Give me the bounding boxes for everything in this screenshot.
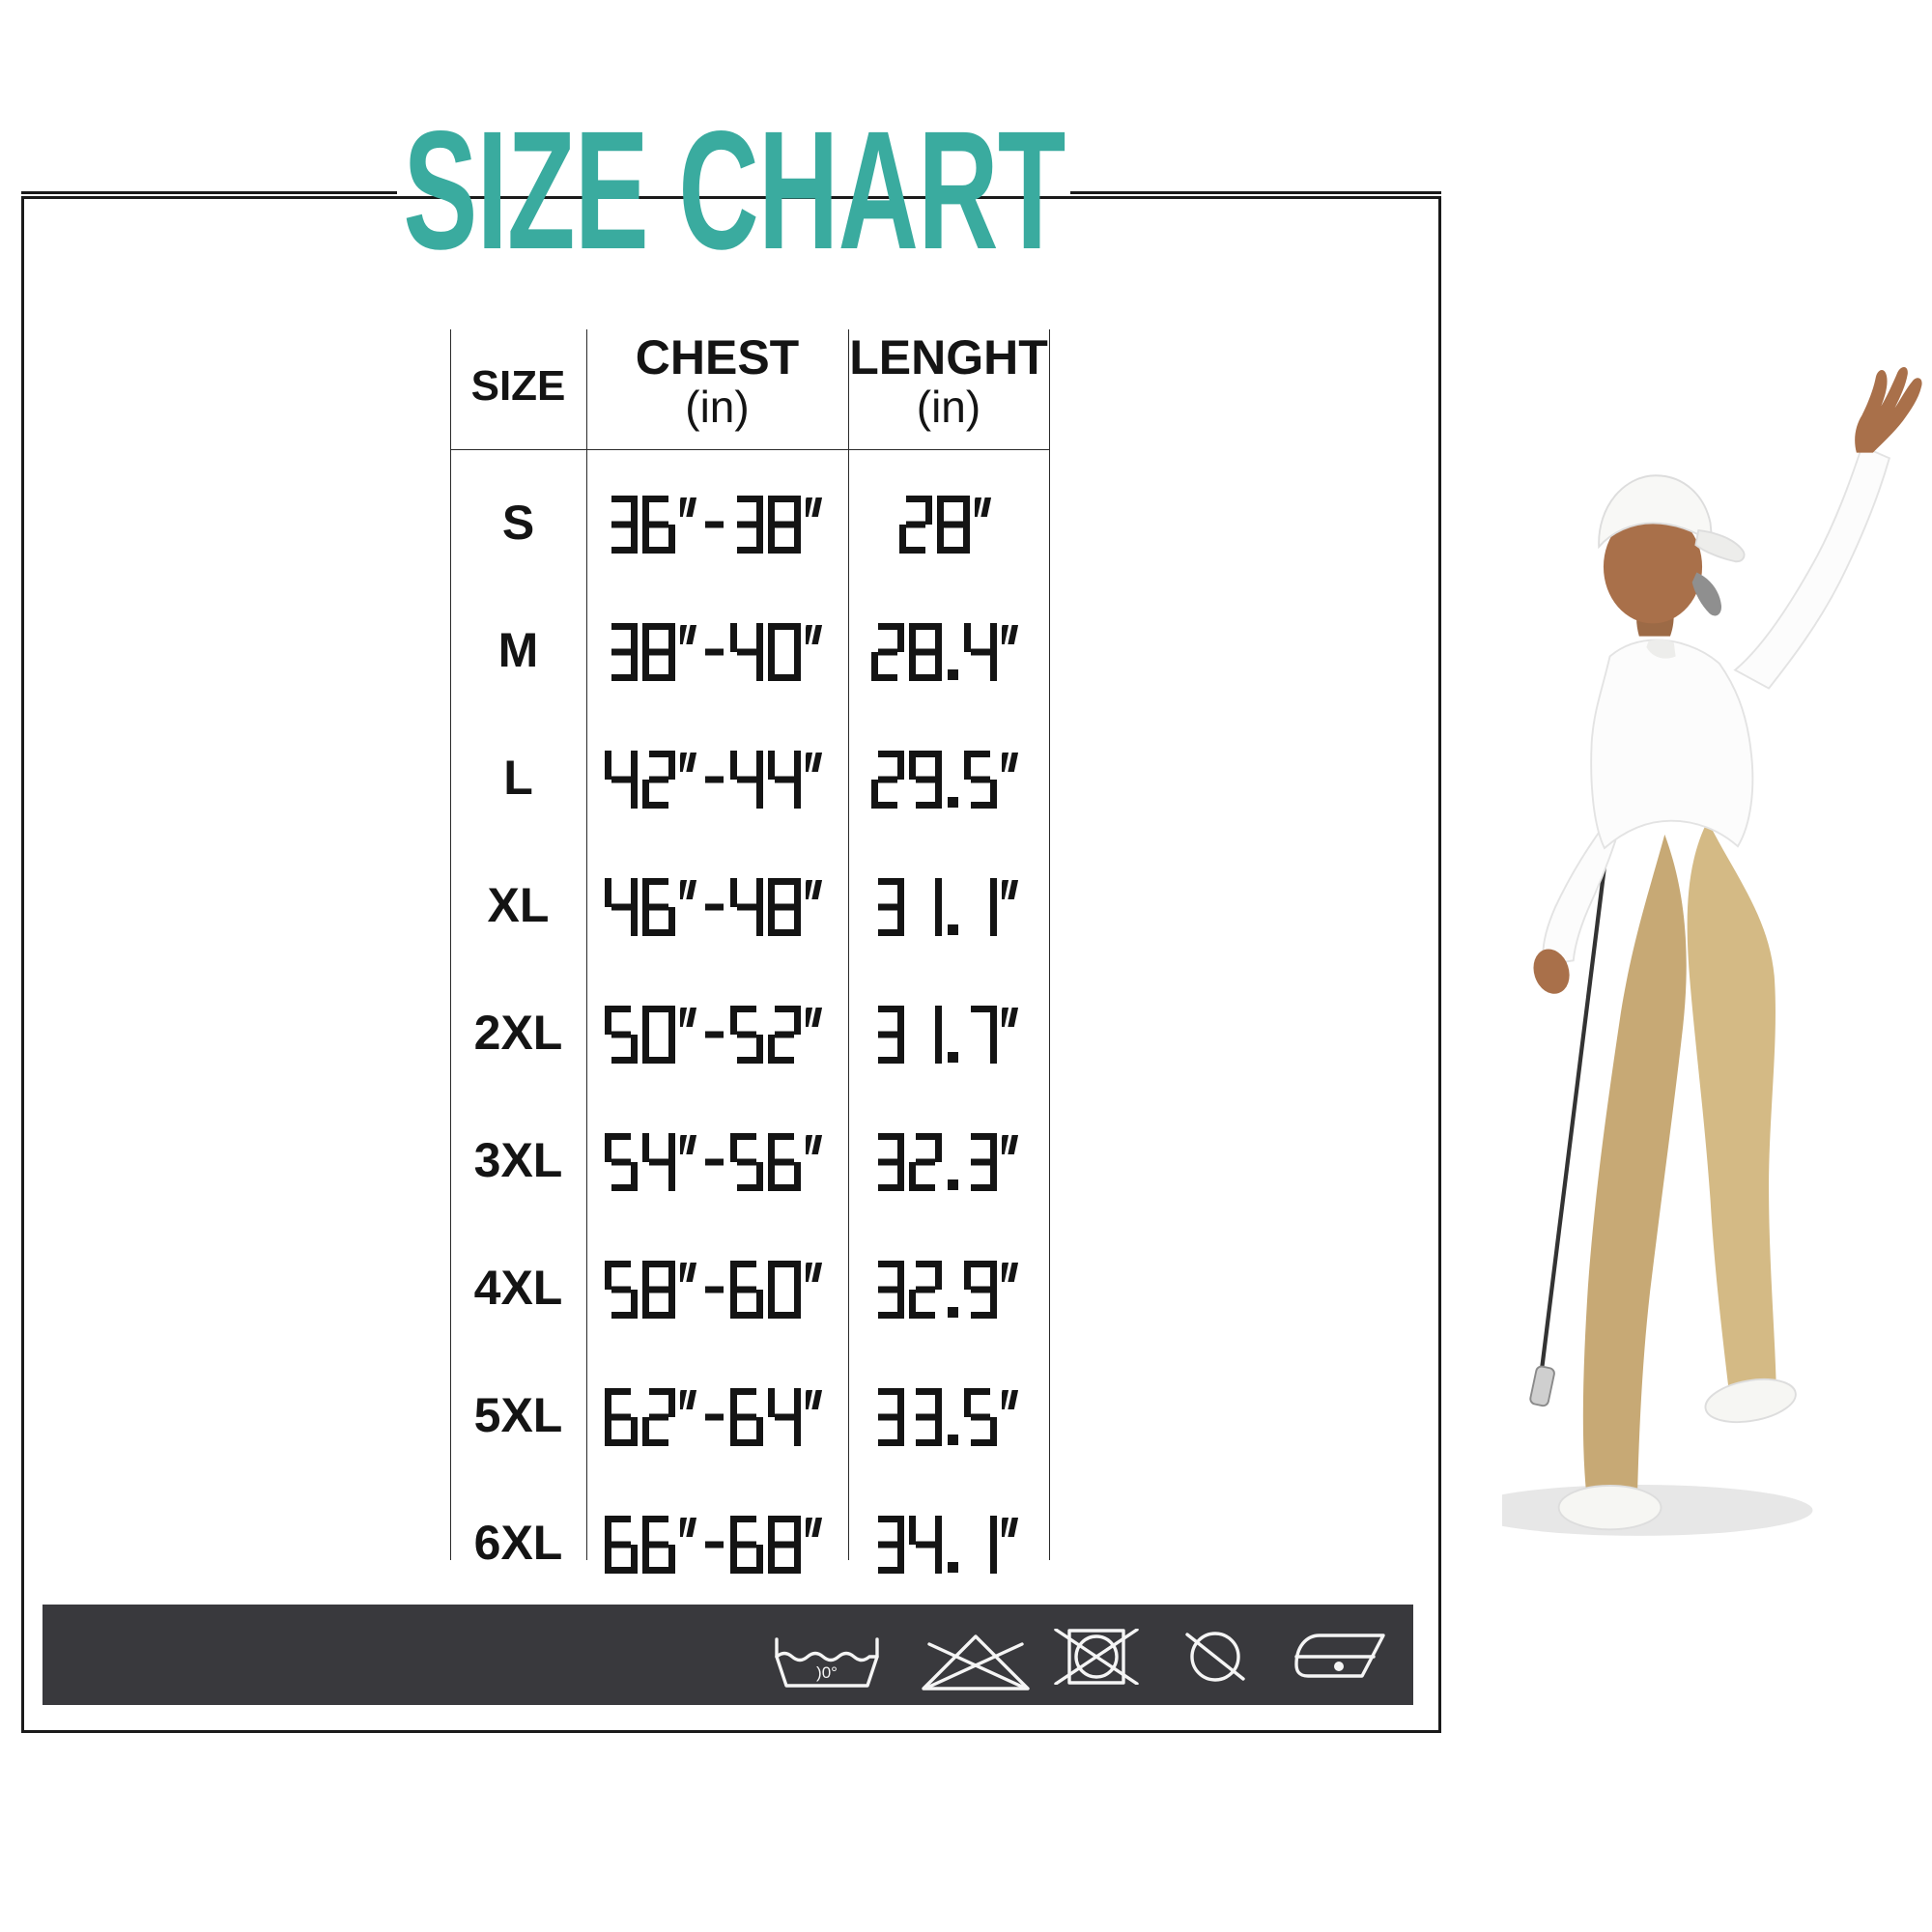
svg-text:)0°: )0° [816,1663,838,1682]
